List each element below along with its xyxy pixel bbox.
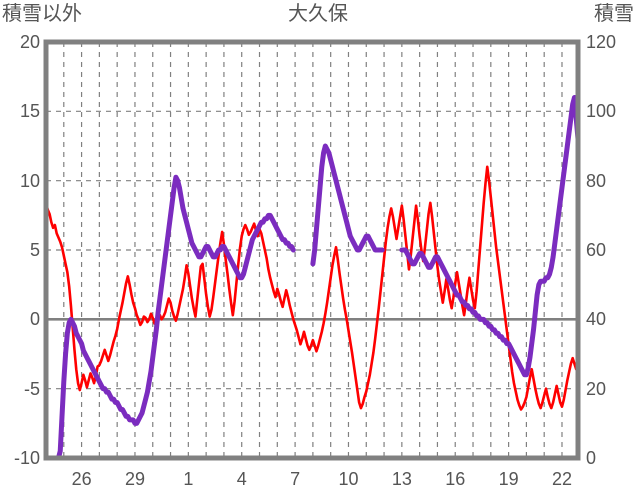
left-tick-label: 20 [19,32,40,52]
right-tick-label: 40 [586,309,607,330]
bottom-tick-label: 16 [445,469,466,489]
left-tick-label: -10 [13,448,40,468]
left-tick-label: 5 [29,240,40,260]
left-axis-title: 積雪以外 [2,3,82,25]
bottom-tick-label: 29 [124,469,145,489]
left-tick-label: -5 [23,378,40,399]
bottom-tick-label: 13 [391,469,412,489]
right-axis-title: 積雪 [594,3,634,25]
series-line-other [44,165,580,411]
right-tick-label: 80 [586,170,607,191]
right-tick-label: 60 [586,240,607,260]
left-tick-label: 0 [29,309,40,330]
bottom-tick-label: 1 [183,469,194,489]
right-tick-label: 20 [586,378,607,399]
right-tick-label: 120 [586,32,617,52]
right-tick-label: 0 [586,448,597,468]
bottom-tick-label: 22 [551,469,572,489]
plot-border [43,39,581,461]
bottom-tick-label: 10 [338,469,359,489]
bottom-tick-label: 26 [71,469,92,489]
left-tick-label: 15 [19,101,40,122]
series-line-snow [43,94,581,461]
bottom-tick-label: 4 [236,469,247,489]
bottom-tick-label: 19 [498,469,519,489]
left-tick-label: 10 [19,170,40,191]
right-tick-label: 100 [586,101,617,122]
chart-title: 大久保 [288,3,348,25]
bottom-tick-label: 7 [290,469,301,489]
